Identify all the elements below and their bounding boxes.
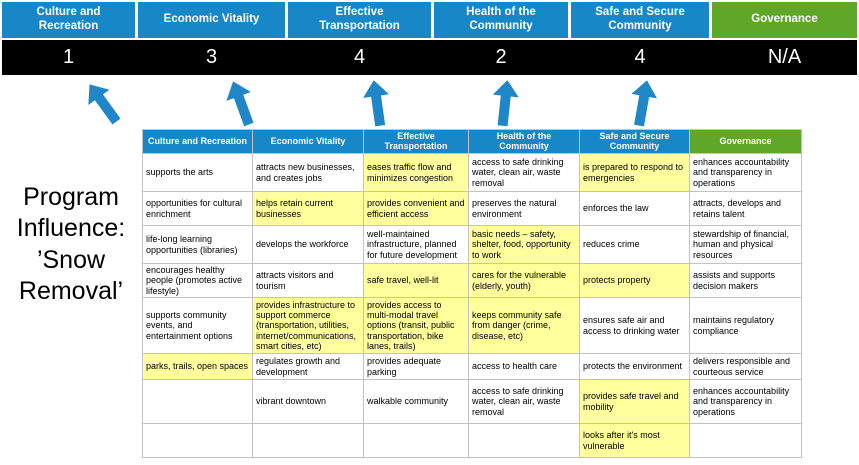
table-cell-provides-safe-travel-and-mobility: provides safe travel and mobility (580, 380, 690, 424)
table-cell-cell (143, 424, 253, 458)
table-row: life-long learning opportunities (librar… (143, 226, 802, 264)
pillar-score-economic-vitality: 3 (205, 46, 218, 68)
pillar-header-health-of-the-community: Health of the Community (434, 2, 568, 38)
table-header-culture-and-recreation: Culture and Recreation (143, 130, 253, 154)
table-header-health-of-the-community: Health of the Community (469, 130, 580, 154)
table-cell-cell (690, 424, 802, 458)
table-cell-provides-convenient-and-efficient-access: provides convenient and efficient access (364, 192, 469, 226)
arrow-up-icon (631, 80, 658, 127)
table-row: supports community events, and entertain… (143, 298, 802, 354)
table-cell-basic-needs-safety-shelter-food-opportunity-to-work: basic needs – safety, shelter, food, opp… (469, 226, 580, 264)
pillar-score-safe-and-secure-community: 4 (634, 46, 646, 68)
table-cell-stewardship-of-financial-human-and-physical-resources: stewardship of financial, human and phys… (690, 226, 802, 264)
table-cell-access-to-safe-drinking-water-clean-air-waste-removal: access to safe drinking water, clean air… (469, 154, 580, 192)
table-cell-life-long-learning-opportunities-libraries: life-long learning opportunities (librar… (143, 226, 253, 264)
table-cell-enforces-the-law: enforces the law (580, 192, 690, 226)
table-cell-eases-traffic-flow-and-minimizes-congestion: eases traffic flow and minimizes congest… (364, 154, 469, 192)
table-cell-opportunities-for-cultural-enrichment: opportunities for cultural enrichment (143, 192, 253, 226)
table-header-governance: Governance (690, 130, 802, 154)
table-cell-cell (469, 424, 580, 458)
table-cell-helps-retain-current-businesses: helps retain current businesses (253, 192, 364, 226)
table-cell-develops-the-workforce: develops the workforce (253, 226, 364, 264)
table-cell-maintains-regulatory-compliance: maintains regulatory compliance (690, 298, 802, 354)
pillar-score-governance: N/A (767, 46, 802, 68)
table-cell-well-maintained-infrastructure-planned-for-future-development: well-maintained infrastructure, planned … (364, 226, 469, 264)
table-header-row: Culture and Recreation Economic Vitality E… (143, 130, 802, 154)
pillar-header-culture-and-recreation: Culture and Recreation (2, 2, 135, 38)
table-cell-assists-and-supports-decision-makers: assists and supports decision makers (690, 264, 802, 298)
table-cell-supports-the-arts: supports the arts (143, 154, 253, 192)
table-cell-ensures-safe-air-and-access-to-drinking-water: ensures safe air and access to drinking … (580, 298, 690, 354)
table-cell-reduces-crime: reduces crime (580, 226, 690, 264)
table-cell-access-to-health-care: access to health care (469, 354, 580, 380)
table-cell-looks-after-it-s-most-vulnerable: looks after it's most vulnerable (580, 424, 690, 458)
table-cell-delivers-responsible-and-courteous-service: delivers responsible and courteous servi… (690, 354, 802, 380)
table-cell-preserves-the-natural-environment: preserves the natural environment (469, 192, 580, 226)
pillar-score-effective-transportation: 4 (353, 46, 366, 68)
pillar-header-economic-vitality: Economic Vitality (138, 2, 285, 38)
arrow-up-icon (363, 80, 389, 127)
pillar-score-health-of-the-community: 2 (495, 46, 507, 68)
table-cell-vibrant-downtown: vibrant downtown (253, 380, 364, 424)
table-cell-protects-property: protects property (580, 264, 690, 298)
table-cell-provides-infrastructure-to-support-commerce-transportation-utilities-internet-communications-smart-cities-etc: provides infrastructure to support comme… (253, 298, 364, 354)
table-cell-encourages-healthy-people-promotes-active-lifestyle: encourages healthy people (promotes acti… (143, 264, 253, 298)
table-cell-cell (143, 380, 253, 424)
pillar-header-row: Culture and Recreation Economic Vitality E… (2, 2, 857, 38)
program-title: Program Influence: ’Snow Removal’ (16, 183, 126, 305)
influence-table: Culture and Recreation Economic Vitality E… (142, 129, 802, 458)
table-cell-attracts-develops-and-retains-talent: attracts, develops and retains talent (690, 192, 802, 226)
table-row: supports the arts attracts new businesses… (143, 154, 802, 192)
table-header-safe-and-secure-community: Safe and Secure Community (580, 130, 690, 154)
table-cell-protects-the-environment: protects the environment (580, 354, 690, 380)
table-header-economic-vitality: Economic Vitality (253, 130, 364, 154)
pillar-score-culture-and-recreation: 1 (62, 46, 75, 68)
arrow-up-icon (88, 84, 121, 125)
table-row: vibrant downtown walkable community access… (143, 380, 802, 424)
arrow-up-icon (492, 80, 519, 127)
table-cell-keeps-community-safe-from-danger-crime-disease-etc: keeps community safe from danger (crime,… (469, 298, 580, 354)
pillar-score-row: 1 3 4 2 4 N/A (2, 40, 857, 75)
table-cell-access-to-safe-drinking-water-clean-air-waste-removal: access to safe drinking water, clean air… (469, 380, 580, 424)
table-cell-parks-trails-open-spaces: parks, trails, open spaces (143, 354, 253, 380)
pillar-header-governance: Governance (712, 2, 857, 38)
table-cell-provides-adequate-parking: provides adequate parking (364, 354, 469, 380)
arrow-up-icon (226, 81, 254, 127)
table-cell-attracts-visitors-and-tourism: attracts visitors and tourism (253, 264, 364, 298)
table-cell-safe-travel-well-lit: safe travel, well-lit (364, 264, 469, 298)
table-row: encourages healthy people (promotes acti… (143, 264, 802, 298)
table-cell-enhances-accountability-and-transparency-in-operations: enhances accountability and transparency… (690, 380, 802, 424)
table-row: opportunities for cultural enrichment hel… (143, 192, 802, 226)
table-cell-enhances-accountability-and-transparency-in-operations: enhances accountability and transparency… (690, 154, 802, 192)
table-header-effective-transportation: Effective Transportation (364, 130, 469, 154)
table-row: looks after it's most vulnerable (143, 424, 802, 458)
table-cell-cell (253, 424, 364, 458)
table-cell-cares-for-the-vulnerable-elderly-youth: cares for the vulnerable (elderly, youth… (469, 264, 580, 298)
table-cell-cell (364, 424, 469, 458)
pillar-header-safe-and-secure-community: Safe and Secure Community (571, 2, 709, 38)
table-cell-regulates-growth-and-development: regulates growth and development (253, 354, 364, 380)
table-row: parks, trails, open spaces regulates grow… (143, 354, 802, 380)
pillar-header-effective-transportation: Effective Transportation (288, 2, 431, 38)
table-cell-walkable-community: walkable community (364, 380, 469, 424)
table-cell-attracts-new-businesses-and-creates-jobs: attracts new businesses, and creates job… (253, 154, 364, 192)
table-cell-provides-access-to-multi-modal-travel-options-transit-public-transportation-bike-lanes-trails: provides access to multi-modal travel op… (364, 298, 469, 354)
table-cell-supports-community-events-and-entertainment-options: supports community events, and entertain… (143, 298, 253, 354)
table-cell-is-prepared-to-respond-to-emergencies: is prepared to respond to emergencies (580, 154, 690, 192)
